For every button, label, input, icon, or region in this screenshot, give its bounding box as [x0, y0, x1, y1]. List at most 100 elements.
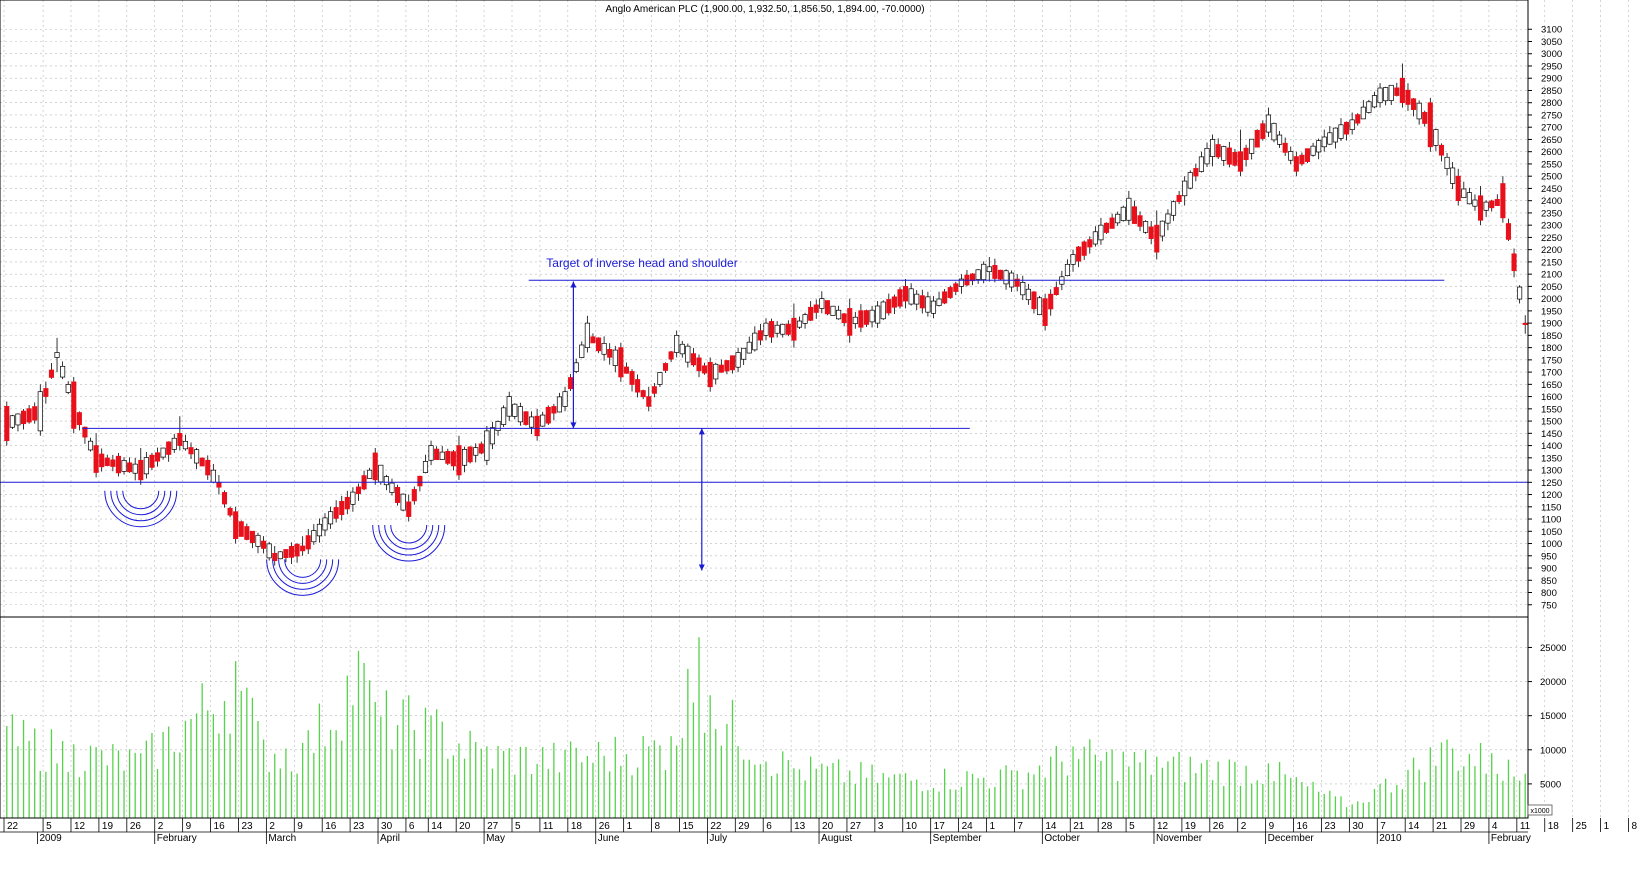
week-tick-label: 7 [1017, 821, 1023, 832]
candle-body [1025, 288, 1031, 301]
week-tick-label: 14 [431, 821, 443, 832]
candle-body [428, 445, 434, 461]
right-shoulder-arcs [378, 525, 440, 556]
month-tick-label: August [821, 833, 852, 844]
candle-body [1064, 263, 1071, 276]
candle-body [1215, 144, 1221, 158]
price-tick-label: 1800 [1541, 343, 1562, 354]
candle-body [60, 365, 66, 378]
left-shoulder-arcs [104, 490, 178, 528]
candle-body [1260, 123, 1266, 139]
candle-body [467, 446, 473, 463]
candle-body [1522, 322, 1528, 325]
candle-body [1103, 222, 1110, 233]
week-tick-label: 6 [409, 821, 415, 832]
candle-body [1137, 215, 1143, 227]
candle-body [506, 396, 512, 417]
candle-body [1405, 89, 1411, 105]
candle-body [104, 457, 110, 466]
candle-body [439, 451, 445, 460]
candle-body [601, 343, 607, 355]
candle-body [1327, 132, 1333, 145]
candle-body [288, 546, 295, 558]
candle-body [1371, 95, 1378, 108]
candle-body [1036, 297, 1043, 316]
candle-body [294, 543, 300, 557]
candle-body [1170, 201, 1177, 216]
week-tick-label: 16 [325, 821, 337, 832]
price-tick-label: 1200 [1541, 490, 1562, 501]
week-tick-label: 23 [353, 821, 365, 832]
candle-body [20, 410, 27, 425]
candle-body [406, 501, 412, 517]
price-tick-label: 2350 [1541, 208, 1562, 219]
candle-body [1048, 293, 1054, 310]
month-tick-label: February [157, 833, 197, 844]
candle-body [160, 447, 166, 458]
candle-body [579, 344, 585, 358]
arrow-head [698, 428, 705, 435]
price-tick-label: 1550 [1541, 404, 1562, 415]
candle-body [261, 540, 267, 549]
candle-body [981, 263, 987, 280]
candle-body [886, 299, 892, 314]
price-tick-label: 2750 [1541, 110, 1562, 121]
candle-body [925, 296, 931, 313]
candle-body [417, 475, 423, 487]
week-tick-label: 24 [962, 821, 974, 832]
candle-body [942, 291, 948, 304]
candle-body [48, 369, 55, 378]
candle-body [456, 445, 462, 476]
month-tick-label: September [933, 833, 983, 844]
week-tick-label: 14 [1408, 821, 1420, 832]
volume-tick-label: 5000 [1540, 779, 1561, 790]
week-tick-label: 27 [850, 821, 862, 832]
candle-body [696, 357, 702, 372]
volume-tick-label: 20000 [1540, 677, 1566, 688]
candle-body [595, 337, 602, 352]
candle-body [1377, 87, 1383, 104]
price-tick-label: 1000 [1541, 539, 1562, 550]
price-tick-label: 2550 [1541, 159, 1562, 170]
candle-body [707, 361, 713, 388]
candle-body [221, 492, 228, 505]
volume-unit-badge: x1000 [1527, 804, 1553, 816]
candle-body [1500, 183, 1506, 219]
week-tick-label: 11 [1520, 821, 1531, 832]
candle-body [752, 332, 758, 351]
candle-body [283, 549, 289, 559]
candle-body [445, 450, 451, 464]
candle-body [1355, 114, 1361, 124]
candle-body [233, 511, 239, 539]
candle-body [1477, 195, 1484, 221]
candle-body [389, 482, 395, 493]
candle-body [1416, 102, 1422, 120]
week-tick-label: 30 [1352, 821, 1364, 832]
candle-body [802, 314, 808, 324]
candle-body [1310, 145, 1316, 156]
candle-body [769, 321, 775, 338]
price-tick-label: 1400 [1541, 441, 1562, 452]
candle-body [713, 363, 719, 380]
candle-body [1154, 224, 1160, 253]
right-shoulder-arcs [384, 525, 434, 550]
week-tick-label: 1 [1604, 821, 1610, 832]
week-tick-label: 18 [571, 821, 583, 832]
price-tick-label: 2450 [1541, 184, 1562, 195]
price-tick-label: 2500 [1541, 172, 1562, 183]
candle-body [646, 396, 652, 407]
candle-body [1338, 124, 1344, 139]
week-tick-label: 12 [1157, 821, 1169, 832]
candle-body [1489, 200, 1495, 209]
candle-body [891, 296, 897, 308]
price-tick-label: 750 [1541, 600, 1557, 611]
week-tick-label: 16 [214, 821, 226, 832]
candle-body [528, 416, 535, 428]
week-tick-label: 5 [46, 821, 52, 832]
candle-body [188, 447, 194, 455]
head-arcs [272, 559, 334, 590]
candle-body [612, 349, 618, 366]
candle-body [953, 283, 959, 292]
candle-body [1232, 151, 1238, 166]
